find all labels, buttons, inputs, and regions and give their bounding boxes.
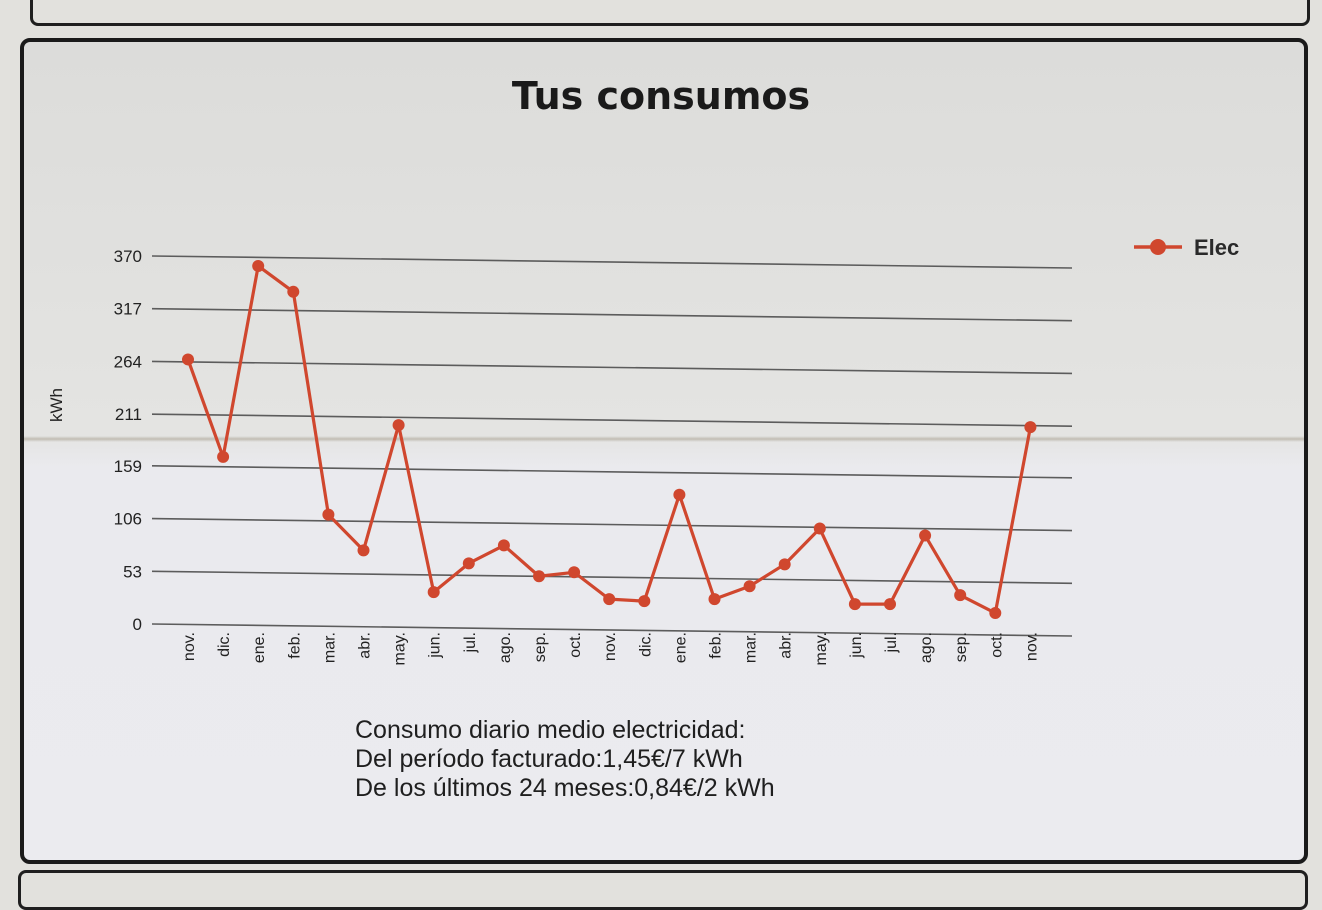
- y-tick-label: 159: [114, 457, 142, 476]
- x-tick-label: ago.: [918, 632, 935, 663]
- x-tick-label: abr.: [357, 632, 374, 659]
- x-tick-label: may.: [392, 632, 409, 665]
- data-point: [778, 558, 791, 571]
- data-point: [1024, 421, 1037, 434]
- x-tick-label: dic.: [637, 632, 654, 657]
- y-tick-label: 0: [133, 615, 142, 634]
- consumption-line-chart: 0 53 106 159 211 264 317 370 nov. dic. ene. feb. ma…: [47, 235, 1239, 665]
- x-tick-label: abr.: [778, 632, 795, 659]
- data-point: [708, 593, 721, 606]
- y-tick-label: 211: [115, 405, 142, 424]
- data-point: [322, 508, 335, 521]
- data-point: [182, 353, 194, 366]
- data-point: [427, 586, 440, 599]
- x-tick-label: mar.: [743, 632, 760, 663]
- data-point: [462, 557, 475, 570]
- data-point: [954, 589, 967, 602]
- gridline: [151, 413, 1073, 427]
- x-tick-label: nov.: [1023, 632, 1040, 661]
- chart-gridlines: [151, 255, 1073, 637]
- gridline: [151, 465, 1073, 479]
- x-axis-ticks: nov. dic. ene. feb. mar. abr. may. jun. jul. ago.…: [181, 632, 1040, 665]
- gridline: [151, 517, 1073, 532]
- daily-consumption-summary: Consumo diario medio electricidad: Del p…: [355, 716, 775, 803]
- data-point: [848, 598, 861, 611]
- x-tick-label: may.: [813, 632, 830, 665]
- gridline: [151, 255, 1073, 269]
- data-point: [919, 529, 932, 542]
- x-tick-label: ago.: [497, 632, 514, 663]
- x-tick-label: mar.: [321, 632, 338, 663]
- x-tick-label: ene.: [672, 632, 689, 663]
- data-point: [533, 570, 545, 583]
- data-point: [217, 450, 230, 463]
- data-point: [497, 539, 510, 552]
- data-point: [673, 488, 686, 501]
- x-tick-label: ene.: [251, 632, 268, 663]
- summary-heading: Consumo diario medio electricidad:: [355, 716, 746, 744]
- consumption-panel: [20, 38, 1308, 864]
- x-tick-label: sep.: [532, 632, 549, 662]
- chart-legend: Elec: [1134, 235, 1239, 260]
- gridline: [151, 307, 1073, 322]
- chart-title: Tus consumos: [511, 74, 811, 118]
- y-tick-label: 370: [114, 247, 142, 266]
- data-point: [357, 544, 370, 557]
- series-elec: [182, 259, 1037, 620]
- summary-last-24-months: De los últimos 24 meses:0,84€/2 kWh: [355, 774, 775, 802]
- data-point: [252, 259, 265, 272]
- gridline: [151, 623, 1073, 637]
- x-tick-label: jun.: [427, 632, 444, 659]
- y-axis-label: kWh: [47, 388, 66, 422]
- y-tick-label: 264: [114, 352, 142, 371]
- gridline: [151, 360, 1073, 375]
- previous-section-frame: [30, 0, 1310, 26]
- x-tick-label: feb.: [286, 632, 303, 659]
- data-point: [743, 580, 756, 593]
- x-tick-label: nov.: [602, 632, 619, 661]
- data-point: [603, 593, 616, 606]
- x-tick-label: oct.: [567, 632, 584, 658]
- x-tick-label: oct.: [988, 632, 1005, 658]
- y-axis-ticks: 0 53 106 159 211 264 317 370: [114, 247, 142, 634]
- gridline: [151, 570, 1073, 585]
- data-point: [392, 419, 405, 432]
- data-point: [989, 607, 1002, 620]
- data-point: [568, 566, 581, 579]
- y-tick-label: 106: [114, 510, 142, 529]
- x-tick-label: dic.: [216, 632, 233, 657]
- x-tick-label: jul.: [883, 632, 900, 653]
- data-point: [884, 598, 896, 611]
- y-tick-label: 317: [114, 300, 142, 319]
- data-point: [638, 595, 651, 608]
- x-tick-label: feb.: [708, 632, 725, 659]
- data-point: [813, 522, 826, 535]
- legend-entry-elec: Elec: [1194, 235, 1239, 260]
- x-tick-label: jul.: [462, 632, 479, 653]
- legend-dot-marker: [1150, 239, 1166, 255]
- summary-billing-period: Del período facturado:1,45€/7 kWh: [355, 745, 743, 773]
- paper-fold-line: [24, 436, 1304, 442]
- data-point: [287, 285, 300, 298]
- x-tick-label: jun.: [848, 632, 865, 659]
- y-tick-label: 53: [123, 562, 142, 581]
- x-tick-label: nov.: [181, 632, 198, 661]
- x-tick-label: sep.: [953, 632, 970, 662]
